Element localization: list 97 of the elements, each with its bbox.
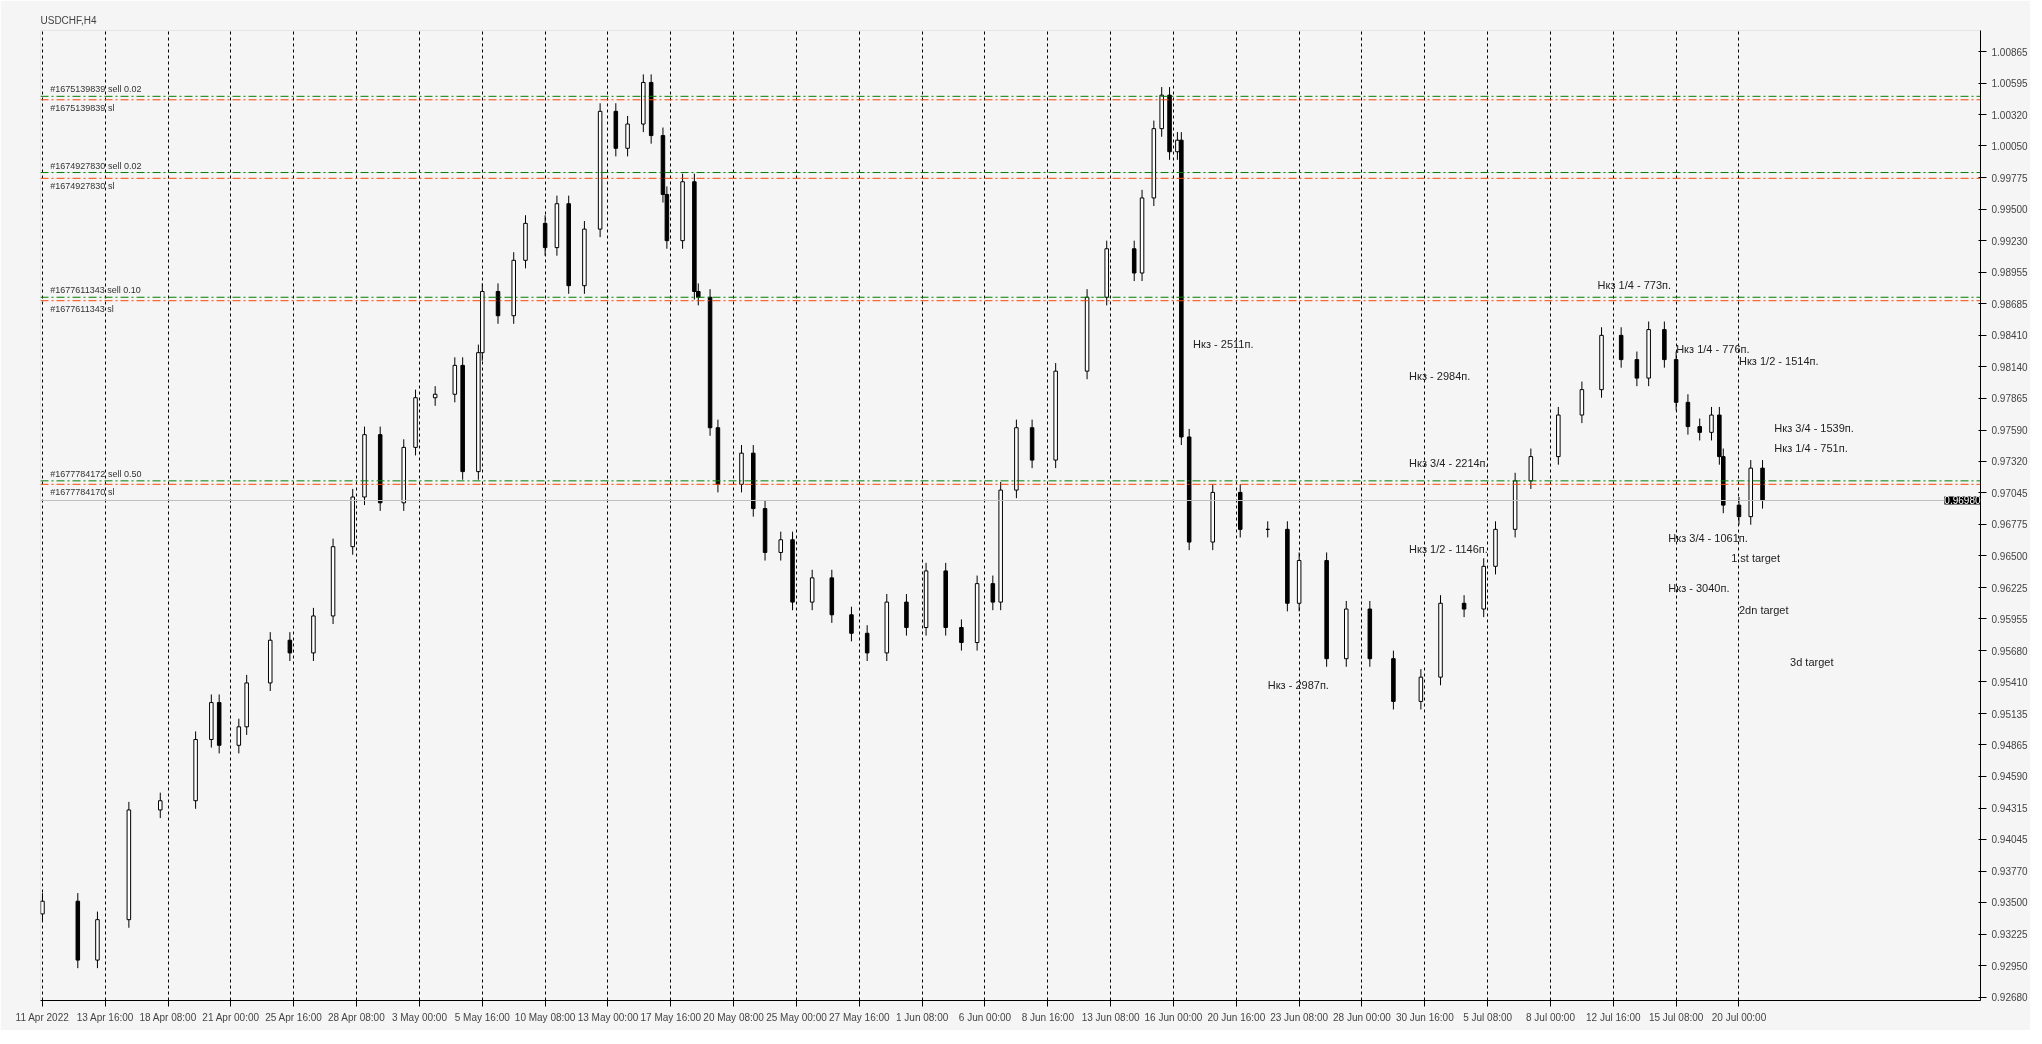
y-tick-label: 0.96225 [1991, 582, 2029, 594]
annotation: 3d target [1790, 655, 1834, 668]
x-tick-label: 28 Apr 08:00 [328, 1011, 386, 1023]
y-tick-label: 0.93770 [1991, 866, 2029, 878]
annotation: Нкз - 2984п. [1409, 369, 1471, 382]
annotation: Нкз 3/4 - 2214п. [1409, 457, 1489, 470]
y-tick-label: 0.98410 [1991, 330, 2029, 342]
y-tick-label: 1.00050 [1991, 140, 2029, 152]
y-tick-label: 0.94590 [1991, 771, 2029, 783]
y-tick-label: 0.97590 [1991, 425, 2029, 437]
ref-line-label: #1677611343 sell 0.10 [50, 285, 141, 296]
ref-line-label: #1677784170 sl [50, 487, 115, 498]
y-tick-label: 0.95135 [1991, 708, 2029, 720]
y-tick-label: 0.95410 [1991, 676, 2029, 688]
x-tick-label: 15 Jul 08:00 [1648, 1011, 1704, 1023]
x-tick-label: 13 Jun 08:00 [1081, 1011, 1140, 1023]
y-tick-label: 0.97045 [1991, 487, 2029, 499]
annotation: Нкз 3/4 - 1539п. [1774, 421, 1854, 434]
x-tick-label: 8 Jun 16:00 [1021, 1011, 1075, 1023]
candlestick [990, 575, 996, 611]
x-tick-label: 25 Apr 16:00 [265, 1011, 323, 1023]
x-tick-label: 13 Apr 16:00 [76, 1011, 134, 1023]
x-tick-label: 27 May 16:00 [829, 1011, 891, 1023]
x-tick-label: 11 Apr 2022 [15, 1011, 70, 1023]
annotation: 2dn target [1738, 603, 1789, 616]
annotation: Нкз - 3040п. [1668, 582, 1730, 595]
y-tick-label: 0.97320 [1991, 456, 2029, 468]
ref-line-label: #1675139839 sl [50, 102, 115, 113]
candlestick [236, 718, 242, 754]
y-tick-label: 0.99775 [1991, 172, 2029, 184]
x-tick-label: 16 Jun 00:00 [1144, 1011, 1203, 1023]
y-tick-label: 0.97865 [1991, 393, 2029, 405]
candlestick [1709, 406, 1714, 441]
candlestick [959, 618, 964, 652]
y-tick-label: 0.93500 [1991, 897, 2029, 909]
candlestick [849, 606, 854, 642]
y-tick-label: 0.92680 [1991, 992, 2029, 1004]
annotation: Нкз 1/4 - 773п. [1597, 279, 1672, 292]
x-tick-label: 20 Jul 00:00 [1711, 1011, 1767, 1023]
y-tick-label: 0.94315 [1991, 803, 2029, 815]
x-tick-label: 23 Jun 08:00 [1270, 1011, 1329, 1023]
annotation: Нкз - 2511п. [1193, 338, 1254, 351]
x-tick-label: 20 Jun 16:00 [1207, 1011, 1266, 1023]
ref-line-label: #1675139839 sell 0.02 [50, 84, 142, 95]
candlestick [158, 792, 163, 819]
x-tick-label: 28 Jun 00:00 [1333, 1011, 1392, 1023]
x-tick-label: 5 Jul 08:00 [1463, 1011, 1513, 1023]
annotation: Нкз 3/4 - 1061п. [1668, 532, 1748, 545]
chart-title: USDCHF,H4 [40, 14, 98, 26]
y-tick-label: 1.00320 [1991, 109, 2029, 121]
y-tick-label: 1.00865 [1991, 46, 2029, 58]
candlestick [864, 624, 870, 662]
y-tick-label: 0.98685 [1991, 298, 2029, 310]
candlestick [1697, 418, 1702, 441]
ref-line-label: #1677611343 sl [50, 303, 114, 314]
x-tick-label: 5 May 16:00 [454, 1011, 511, 1023]
y-tick-label: 0.95955 [1991, 613, 2029, 625]
x-tick-label: 13 May 00:00 [577, 1011, 639, 1023]
annotation: Нкз 1/2 - 1514п. [1738, 354, 1819, 367]
candlestick [432, 385, 438, 407]
x-tick-label: 3 May 00:00 [391, 1011, 448, 1023]
y-tick-label: 0.96775 [1991, 519, 2029, 531]
x-tick-label: 8 Jul 00:00 [1526, 1011, 1576, 1023]
x-tick-label: 25 May 00:00 [766, 1011, 828, 1023]
y-tick-label: 0.94865 [1991, 739, 2029, 751]
y-tick-label: 0.95680 [1991, 645, 2029, 657]
y-tick-label: 1.00595 [1991, 78, 2029, 90]
x-tick-label: 20 May 08:00 [703, 1011, 765, 1023]
y-tick-label: 0.96500 [1991, 550, 2029, 562]
candlestick [1634, 351, 1640, 387]
y-tick-label: 0.99500 [1991, 204, 2029, 216]
x-tick-label: 21 Apr 00:00 [202, 1011, 260, 1023]
y-tick-label: 0.98140 [1991, 361, 2029, 373]
ref-line-label: 0.96980 [1944, 495, 1981, 507]
annotation: Нкз 1/4 - 751п. [1774, 442, 1848, 455]
annotation: Нкз 1/4 - 776п. [1676, 342, 1750, 355]
candlestick [287, 631, 293, 662]
x-tick-label: 12 Jul 16:00 [1586, 1011, 1641, 1023]
ref-line-label: #1674927830 sell 0.02 [50, 160, 142, 171]
x-tick-label: 17 May 16:00 [640, 1011, 702, 1023]
candlestick [1461, 594, 1467, 618]
annotation: Нкз 1/2 - 1146п. [1409, 542, 1488, 555]
candlestick [778, 531, 784, 562]
ref-line-label: #1674927830 sl [50, 181, 115, 192]
x-tick-label: 30 Jun 16:00 [1395, 1011, 1455, 1023]
y-tick-label: 0.94045 [1991, 834, 2029, 846]
annotation: Нкз - 2987п. [1267, 679, 1329, 692]
y-tick-label: 0.92950 [1991, 960, 2029, 972]
y-tick-label: 0.99230 [1991, 235, 2029, 247]
ref-line-label: #1677784172 sell 0.50 [50, 468, 142, 479]
x-tick-label: 6 Jun 00:00 [958, 1011, 1012, 1023]
x-tick-label: 10 May 08:00 [514, 1011, 576, 1023]
x-tick-label: 18 Apr 08:00 [139, 1011, 197, 1023]
y-tick-label: 0.98955 [1991, 267, 2029, 279]
x-tick-label: 1 Jun 08:00 [896, 1011, 949, 1023]
y-tick-label: 0.93225 [1991, 929, 2029, 941]
annotation: 1 st target [1731, 552, 1781, 564]
